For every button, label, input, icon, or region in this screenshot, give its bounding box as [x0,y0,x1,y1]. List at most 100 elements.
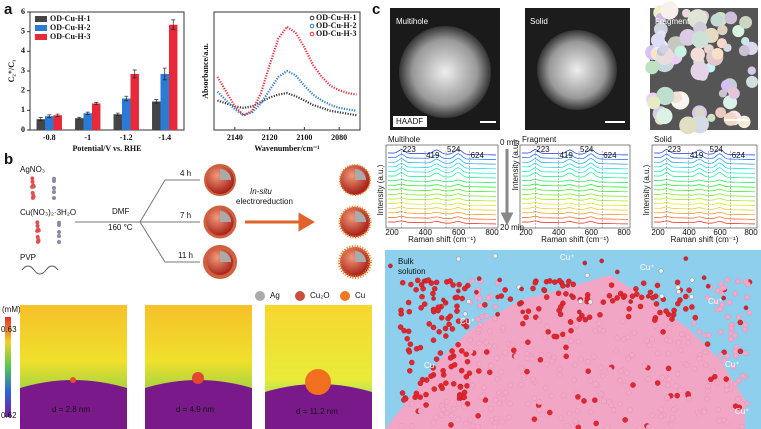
atom [712,373,718,380]
atom [533,314,539,320]
atom [558,304,564,310]
atom [502,350,509,356]
atom [654,380,661,386]
error-bar [154,99,159,104]
atom [449,326,456,332]
molecule [584,272,590,278]
atom [563,353,569,360]
y-tick-label: 5 [21,26,25,35]
molecule [520,309,526,315]
atom [469,423,476,429]
atom [566,410,573,417]
atom [455,318,462,324]
molecule-atom [30,184,35,189]
atom [450,406,457,412]
atom [487,328,493,334]
atom [629,352,635,358]
atom [717,352,724,359]
atom [710,367,716,374]
molecule [701,275,707,281]
atom [728,325,734,331]
atom [696,412,703,419]
atom [638,294,645,301]
reagent: PVP [20,253,36,262]
atom [536,399,543,405]
atom [572,362,578,368]
y-axis-label: Intensity (a.u.) [642,164,651,215]
raman-spectrum [522,192,629,197]
molecule-atom [52,186,56,190]
atom [404,335,410,342]
atom [646,424,652,429]
atom [518,382,524,388]
molecule [614,269,620,275]
molecule-atom [56,233,61,238]
atom [677,347,684,353]
atom [575,424,582,429]
atom [647,289,654,296]
error-bar [171,19,176,31]
raman-spectrum [522,148,629,156]
atom [673,383,679,390]
raman-spectrum [522,183,629,188]
atom [438,412,445,418]
atom [650,294,656,301]
atom [715,406,722,413]
size: d = 4.9 nm [176,405,214,414]
atom [732,403,739,409]
x-tick-label: 2140 [227,133,243,142]
raman-spectrum [654,197,756,202]
ion-label: Cu⁺ [735,407,749,416]
atom [523,314,529,321]
atom [674,371,681,377]
atom [556,366,563,373]
raman-spectrum [522,211,628,216]
raman-x-tick: 600 [585,228,599,237]
molecule [588,299,593,305]
atom [536,407,542,414]
raman-x-tick: 600 [713,228,727,237]
raman-frame [519,144,631,229]
atom [488,417,495,423]
atom [726,299,733,306]
substrate [145,380,252,429]
fragment-grain [645,60,659,75]
atom [406,308,413,315]
raman-title: Fragment [522,135,557,144]
atom [743,278,749,285]
molecule [441,297,446,303]
atom [575,338,582,345]
atom [560,392,567,399]
error-bar [77,116,82,120]
atom [446,321,452,328]
molecule-atom [56,239,61,244]
molecule [495,294,501,300]
atom [600,299,607,305]
atom [641,362,648,369]
molecule-atom [51,179,56,184]
atom [417,394,423,400]
atom [482,397,489,403]
atom [417,380,424,387]
atom [447,313,453,319]
atom [706,332,712,338]
atom [683,293,689,300]
atom [701,408,707,415]
atom [500,396,507,402]
atom [524,368,530,375]
fragment-grain [690,61,710,81]
atom [492,423,498,429]
atom [545,351,552,358]
atom [665,382,671,388]
micrographs: Multihole HAADF Solid Fragment [390,1,759,135]
raman-spectrum [654,167,756,174]
atom [455,416,461,423]
molecule [645,293,651,299]
unit: (mM) [2,305,21,314]
fragment-grain [724,11,738,25]
atom [494,355,500,361]
atom [524,355,531,362]
atom [592,328,599,334]
atom [483,339,489,346]
size: d = 11.2 nm [296,407,338,416]
